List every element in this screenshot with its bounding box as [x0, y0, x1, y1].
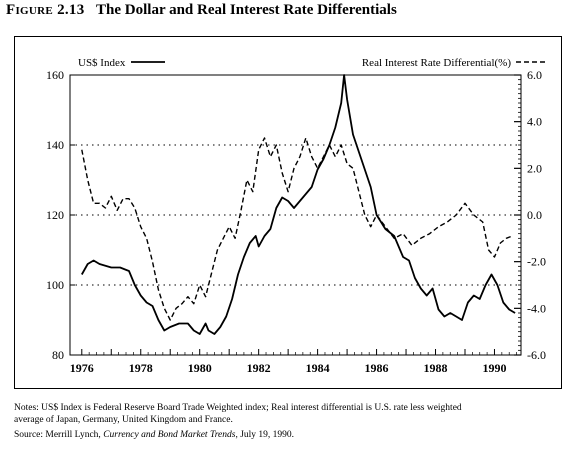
source-line: Source: Merrill Lynch, Currency and Bond…	[14, 429, 566, 441]
series-line-interest-differential	[81, 137, 513, 321]
source-suffix: , July 19, 1990.	[235, 430, 295, 440]
grid-layer	[70, 144, 521, 286]
source-prefix: Source: Merrill Lynch,	[14, 430, 104, 440]
right-axis-tick-label: 2.0	[527, 161, 542, 175]
right-axis-tick-label: 0.0	[527, 208, 542, 222]
right-axis-tick-label: 6.0	[527, 68, 542, 82]
x-axis-tick-label: 1976	[70, 361, 94, 375]
x-axis-tick-label: 1990	[482, 361, 506, 375]
left-axis-tick-label: 140	[46, 138, 64, 152]
legend-label-usd-index: US$ Index	[78, 57, 126, 69]
figure-label: Figure 2.13	[6, 2, 85, 18]
left-axis-tick-label: 160	[46, 68, 64, 82]
x-axis-tick-label: 1988	[424, 361, 448, 375]
left-axis-tick-label: 100	[46, 278, 64, 292]
right-axis-tick-label: -2.0	[527, 255, 546, 269]
right-axis-tick-label: -6.0	[527, 348, 546, 362]
left-axis-tick-label: 120	[46, 208, 64, 222]
axis-layer: 160 140 120 100 80 6.0 4.0 2.0 0.0 -2.0 -4.0 -6.0 19…	[46, 68, 546, 375]
notes-line-1: Notes: US$ Index is Federal Reserve Boar…	[14, 403, 462, 413]
right-axis-tick-label: 4.0	[527, 115, 542, 129]
figure-title: Figure 2.13 The Dollar and Real Interest…	[6, 2, 397, 19]
figure-title-text: The Dollar and Real Interest Rate Differ…	[96, 2, 397, 18]
source-publication: Currency and Bond Market Trends	[103, 430, 236, 440]
series-line-usd-index	[81, 74, 516, 335]
chart-frame	[14, 36, 562, 389]
left-axis-tick-label: 80	[52, 348, 64, 362]
x-axis-tick-label: 1978	[129, 361, 153, 375]
x-axis-tick-label: 1986	[365, 361, 389, 375]
series-layer	[81, 74, 516, 335]
x-axis-tick-label: 1980	[188, 361, 212, 375]
legend-layer: US$ Index Real Interest Rate Differential…	[78, 57, 545, 69]
chart-notes: Notes: US$ Index is Federal Reserve Boar…	[14, 402, 566, 441]
notes-line-2: average of Japan, Germany, United Kingdo…	[14, 415, 233, 425]
legend-label-interest-differential: Real Interest Rate Differential(%)	[362, 57, 511, 69]
x-axis-tick-label: 1984	[306, 361, 330, 375]
right-axis-tick-label: -4.0	[527, 301, 546, 315]
x-axis-tick-label: 1982	[247, 361, 271, 375]
